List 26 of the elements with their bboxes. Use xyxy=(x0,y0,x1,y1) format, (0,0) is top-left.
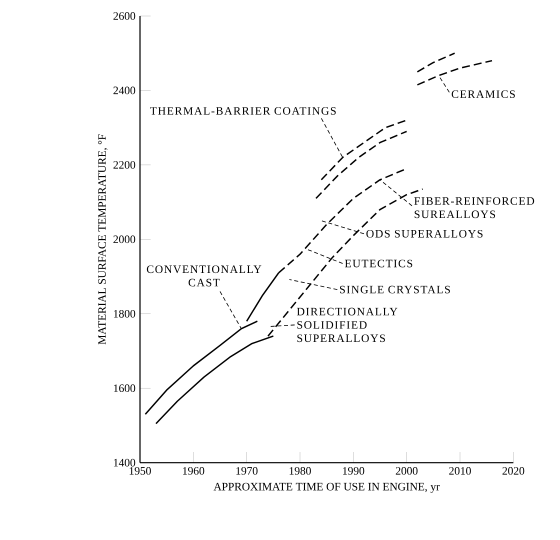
y-tick-label: 1600 xyxy=(114,384,136,392)
y-tick-label: 2400 xyxy=(113,86,136,94)
x-tick-label: 1980 xyxy=(290,467,311,475)
annotation: DIRECTIONALLY SOLIDIFIED SUPERALLOYS xyxy=(296,308,398,342)
annotation: CONVENTIONALLY CAST xyxy=(146,265,262,286)
x-tick-label: 1990 xyxy=(343,467,364,475)
annotation: EUTECTICS xyxy=(344,260,412,268)
annotation: CERAMICS xyxy=(452,90,515,98)
y-tick-label: 2000 xyxy=(113,236,136,244)
x-tick-label: 2010 xyxy=(449,467,471,475)
y-tick-label: 2600 xyxy=(113,12,136,20)
x-tick-label: 2000 xyxy=(396,467,418,475)
x-tick-label: 1950 xyxy=(130,467,151,475)
x-axis-title: APPROXIMATE TIME OF USE IN ENGINE, yr xyxy=(214,482,440,493)
line-series xyxy=(315,130,408,200)
x-tick-label: 1960 xyxy=(183,467,204,475)
annotation: ODS SUPERALLOYS xyxy=(366,230,483,238)
annotation: SINGLE CRYSTALS xyxy=(340,286,450,294)
y-axis-title: MATERIAL SURFACE TEMPERATURE, °F xyxy=(98,134,108,344)
y-tick-label: 2200 xyxy=(113,161,136,169)
y-tick-label: 1800 xyxy=(114,310,136,318)
x-tick-label: 1970 xyxy=(236,467,258,475)
x-tick-label: 2020 xyxy=(502,467,524,475)
y-tick-label: 1400 xyxy=(114,458,136,466)
annotation: FIBER-REINFORCED SUREALLOYS xyxy=(414,197,534,218)
annotation: THERMAL-BARRIER COATINGS xyxy=(150,107,336,115)
